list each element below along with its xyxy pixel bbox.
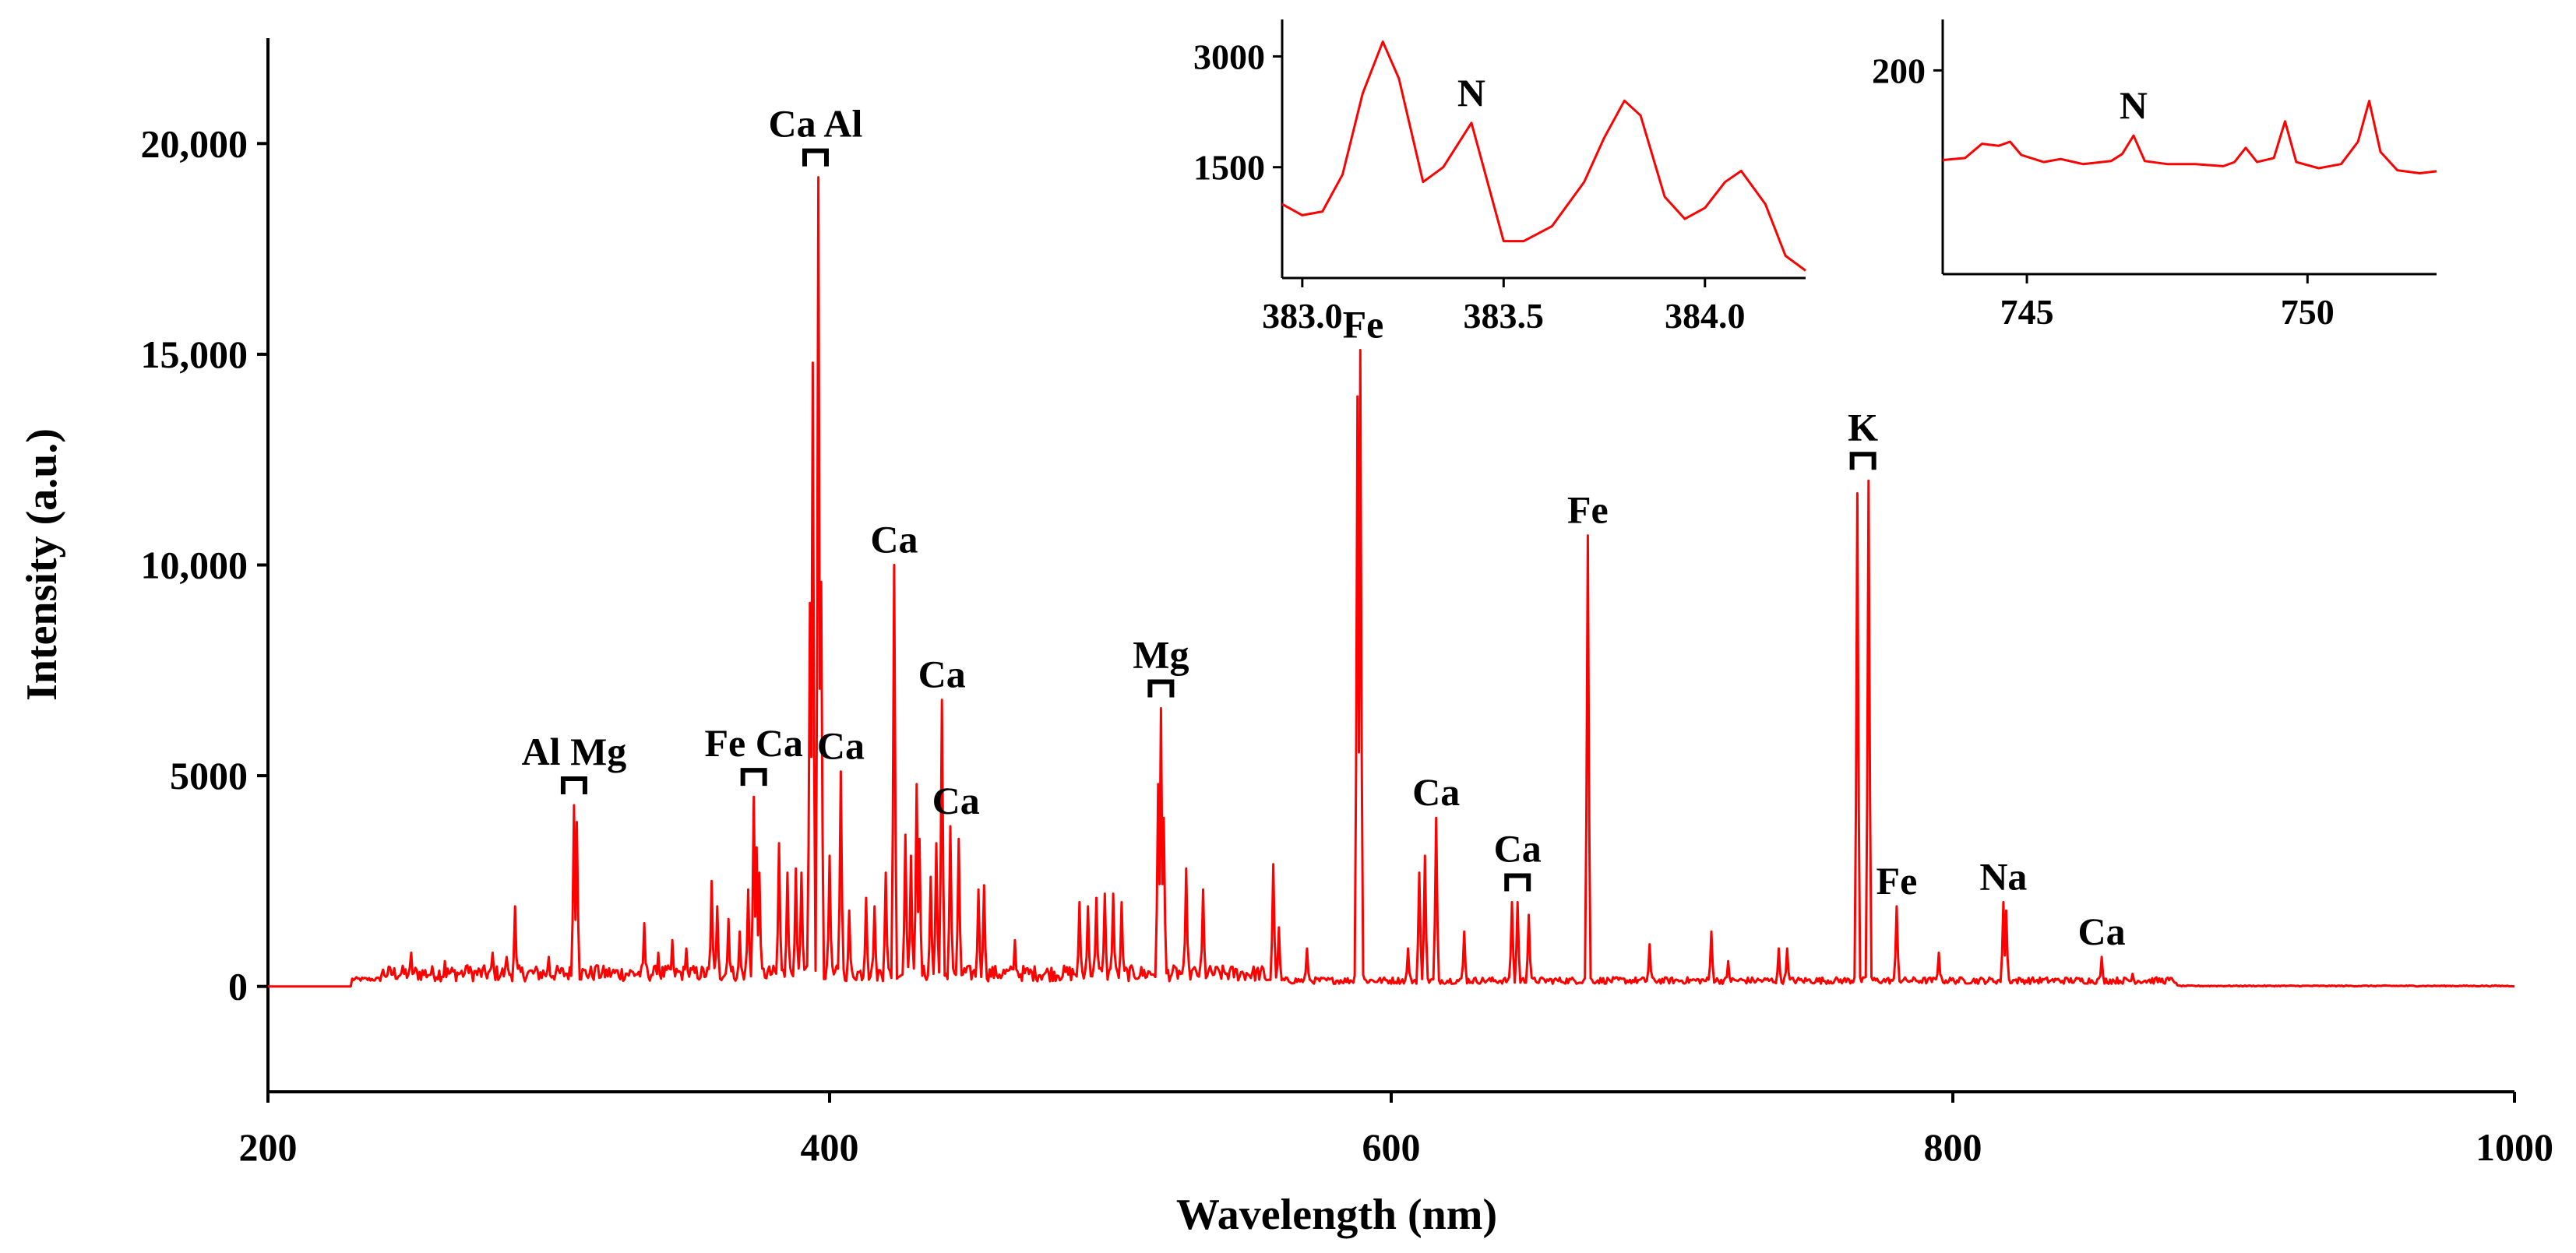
peak-label: Na xyxy=(1979,854,2027,898)
inset-x-tick-label: 750 xyxy=(2281,292,2335,332)
inset-x-tick-label: 745 xyxy=(2000,292,2054,332)
inset-y-tick-label: 3000 xyxy=(1193,37,1265,76)
inset-y-tick-label: 1500 xyxy=(1193,148,1265,188)
peak-annotation: Ca xyxy=(870,518,918,561)
peak-bracket xyxy=(1849,452,1876,470)
x-tick-label: 400 xyxy=(801,1125,859,1169)
peak-bracket xyxy=(560,776,587,794)
main-chart: 0 5000 10,000 15,000 20,000 200 400 600 800 1000… xyxy=(18,38,2553,1239)
peak-label: Fe xyxy=(1876,859,1918,903)
peak-label: Ca xyxy=(1494,826,1542,870)
peak-annotation: Ca xyxy=(817,724,865,768)
y-tick-label: 20,000 xyxy=(141,121,248,165)
peak-annotation: Ca xyxy=(918,653,966,696)
peak-label: Ca xyxy=(932,779,980,822)
inset-peak-label: N xyxy=(1457,71,1485,114)
peak-annotation: Na xyxy=(1979,854,2027,898)
peak-label: Ca xyxy=(817,724,865,768)
x-tick-label: 200 xyxy=(239,1125,298,1169)
peak-annotation: Ca xyxy=(1494,826,1542,892)
peak-annotation: Al Mg xyxy=(522,730,627,794)
peak-annotation: K xyxy=(1848,405,1878,470)
peak-label: Ca xyxy=(2078,910,2126,953)
peak-bracket xyxy=(1504,873,1531,892)
x-tick-label: 1000 xyxy=(2476,1125,2553,1169)
inset-chart-747nm: 200 745 750 N xyxy=(1872,19,2437,332)
peak-annotation: Mg xyxy=(1133,633,1189,698)
peak-annotation: Fe xyxy=(1876,859,1918,903)
x-tick-label: 600 xyxy=(1362,1125,1421,1169)
peak-label: Ca xyxy=(1412,770,1460,814)
peak-label: Ca xyxy=(870,518,918,561)
inset-spectrum-line xyxy=(1281,40,1806,272)
inset-chart-383nm: 1500 3000 383.0 383.5 384.0 N xyxy=(1193,19,1806,336)
y-axis-title: Intensity (a.u.) xyxy=(18,428,66,701)
peak-bracket xyxy=(740,768,767,787)
inset-x-tick-label: 384.0 xyxy=(1665,296,1746,336)
peak-annotation: Fe xyxy=(1343,302,1384,346)
y-tick-label: 15,000 xyxy=(141,333,248,376)
peak-label: Fe Ca xyxy=(704,721,802,765)
x-axis-title: Wavelength (nm) xyxy=(1176,1191,1497,1239)
peak-label: Ca xyxy=(918,653,966,696)
peak-annotations: Al Mg Fe Ca Ca Al Ca Ca Ca Ca Mg Fe Ca Ca Fe K Fe Na Ca xyxy=(522,102,2126,953)
y-tick-label: 5000 xyxy=(170,754,248,797)
peak-annotation: Fe xyxy=(1567,488,1609,532)
peak-annotation: Ca Al xyxy=(769,102,863,167)
inset-y-tick-label: 200 xyxy=(1872,51,1926,90)
inset-x-tick-label: 383.0 xyxy=(1262,296,1343,336)
x-tick-label: 800 xyxy=(1924,1125,1982,1169)
peak-annotation: Ca xyxy=(932,779,980,822)
peak-label: Fe xyxy=(1567,488,1609,532)
peak-label: Al Mg xyxy=(522,730,627,773)
peak-label: Fe xyxy=(1343,302,1384,346)
peak-label: K xyxy=(1848,405,1878,449)
y-tick-label: 10,000 xyxy=(141,544,248,587)
peak-bracket xyxy=(1147,679,1175,698)
inset-peak-label: N xyxy=(2120,83,2148,127)
peak-annotation: Ca xyxy=(2078,910,2126,953)
peak-annotation: Fe Ca xyxy=(704,721,803,787)
y-axis-ticks: 0 5000 10,000 15,000 20,000 xyxy=(141,121,268,1008)
inset-spectrum-line xyxy=(1942,100,2437,174)
peak-label: Mg xyxy=(1133,633,1189,677)
inset-x-tick-label: 383.5 xyxy=(1464,296,1545,336)
y-tick-label: 0 xyxy=(228,965,248,1008)
spectrum-line xyxy=(268,176,2515,988)
peak-annotation: Ca xyxy=(1412,770,1460,814)
peak-label: Ca Al xyxy=(769,102,863,146)
x-axis-ticks: 200 400 600 800 1000 xyxy=(239,1092,2553,1169)
peak-bracket xyxy=(802,148,829,167)
